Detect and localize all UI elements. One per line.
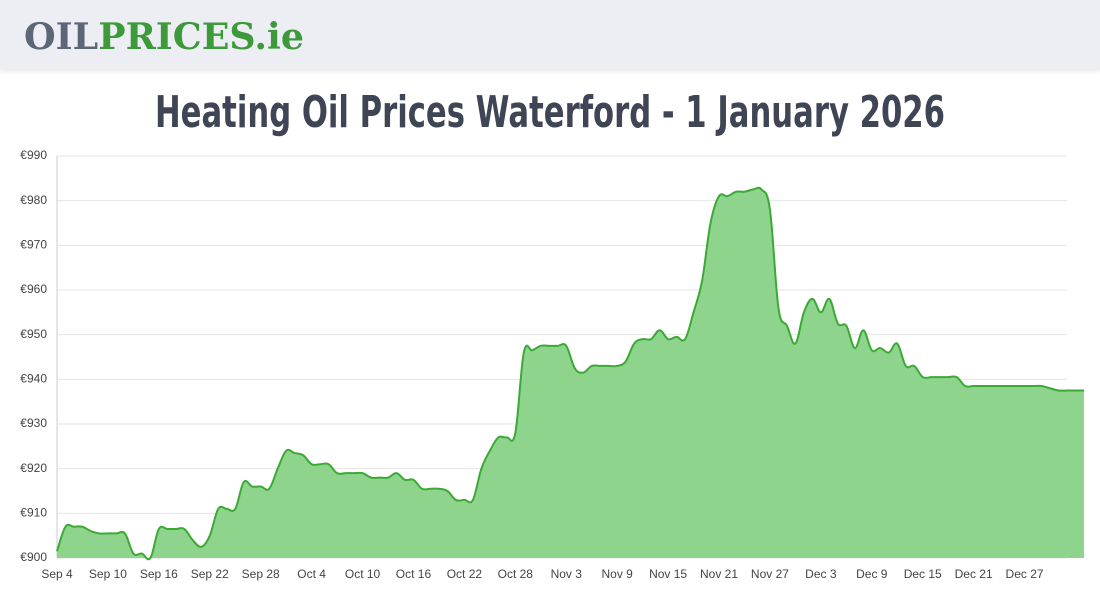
x-tick-label: Oct 10 bbox=[345, 567, 381, 581]
x-tick-label: Oct 4 bbox=[297, 567, 326, 581]
x-tick-label: Sep 22 bbox=[191, 567, 229, 581]
y-tick-label: €970 bbox=[20, 238, 47, 252]
x-tick-label: Dec 15 bbox=[904, 567, 942, 581]
logo-text: OILPRICES.ie bbox=[24, 16, 304, 58]
x-tick-label: Nov 15 bbox=[649, 567, 687, 581]
x-tick-label: Dec 9 bbox=[856, 567, 888, 581]
header-bar: OILPRICES.ie bbox=[0, 0, 1100, 70]
x-tick-label: Nov 9 bbox=[601, 567, 633, 581]
x-tick-label: Nov 3 bbox=[551, 567, 583, 581]
logo[interactable]: OILPRICES.ie bbox=[0, 0, 320, 70]
y-tick-label: €960 bbox=[20, 282, 47, 296]
y-tick-label: €950 bbox=[20, 327, 47, 341]
y-tick-label: €940 bbox=[20, 372, 47, 386]
x-tick-label: Nov 21 bbox=[700, 567, 738, 581]
chart-title: Heating Oil Prices Waterford - 1 January… bbox=[155, 87, 945, 138]
y-tick-label: €990 bbox=[20, 148, 47, 162]
x-tick-label: Sep 16 bbox=[140, 567, 178, 581]
y-tick-label: €920 bbox=[20, 461, 47, 475]
logo-part: OIL bbox=[24, 16, 98, 58]
logo-part: .ie bbox=[254, 16, 304, 58]
x-tick-label: Oct 22 bbox=[447, 567, 483, 581]
y-tick-label: €910 bbox=[20, 506, 47, 520]
area bbox=[57, 187, 1084, 560]
x-tick-label: Dec 21 bbox=[955, 567, 993, 581]
x-tick-label: Oct 28 bbox=[498, 567, 534, 581]
x-tick-label: Dec 27 bbox=[1006, 567, 1044, 581]
logo-part: PRICES bbox=[98, 16, 254, 58]
y-tick-label: €980 bbox=[20, 193, 47, 207]
x-tick-label: Oct 16 bbox=[396, 567, 432, 581]
x-tick-label: Dec 3 bbox=[805, 567, 837, 581]
x-tick-label: Sep 10 bbox=[89, 567, 127, 581]
x-tick-label: Sep 4 bbox=[41, 567, 73, 581]
y-tick-label: €930 bbox=[20, 416, 47, 430]
x-tick-label: Sep 28 bbox=[242, 567, 280, 581]
x-tick-label: Nov 27 bbox=[751, 567, 789, 581]
y-tick-label: €900 bbox=[20, 550, 47, 564]
line bbox=[56, 186, 1084, 561]
